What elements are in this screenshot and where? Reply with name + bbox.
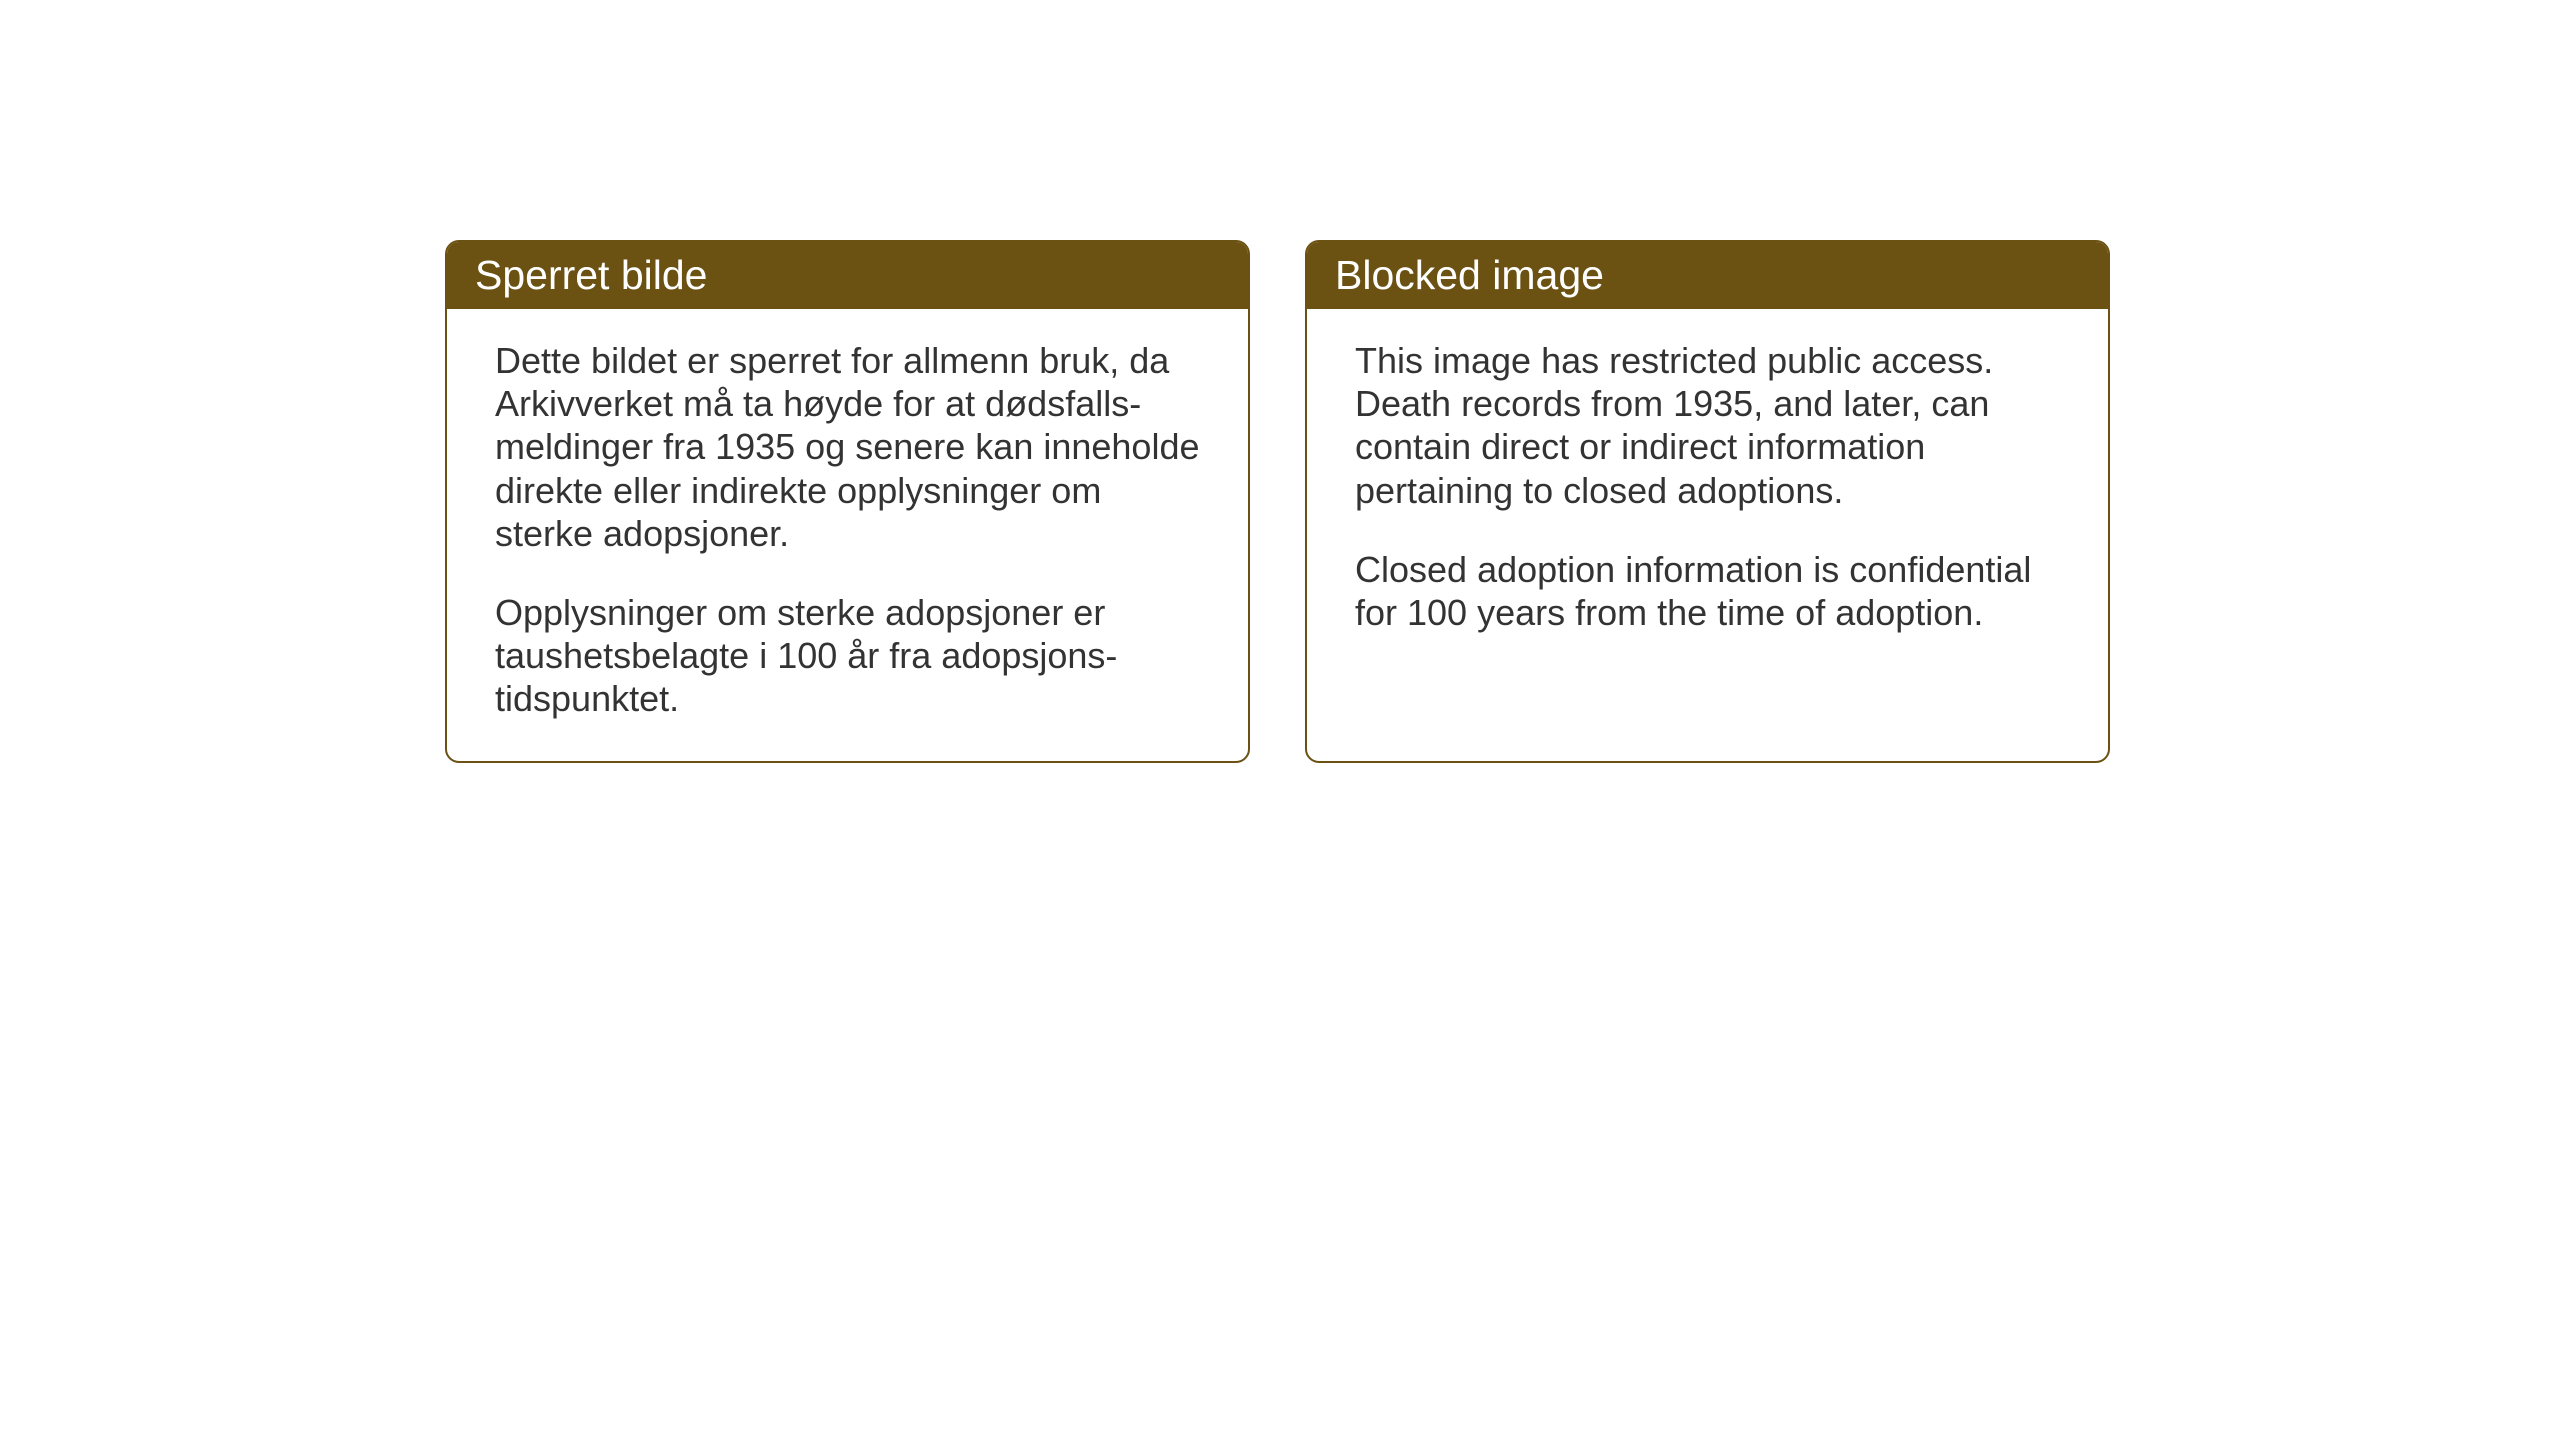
- norwegian-paragraph-2: Opplysninger om sterke adopsjoner er tau…: [495, 591, 1200, 721]
- english-card: Blocked image This image has restricted …: [1305, 240, 2110, 763]
- cards-container: Sperret bilde Dette bildet er sperret fo…: [445, 240, 2110, 763]
- norwegian-card-title: Sperret bilde: [475, 252, 707, 298]
- english-paragraph-1: This image has restricted public access.…: [1355, 339, 2060, 512]
- english-card-header: Blocked image: [1307, 242, 2108, 309]
- norwegian-paragraph-1: Dette bildet er sperret for allmenn bruk…: [495, 339, 1200, 555]
- norwegian-card: Sperret bilde Dette bildet er sperret fo…: [445, 240, 1250, 763]
- norwegian-card-body: Dette bildet er sperret for allmenn bruk…: [447, 309, 1248, 761]
- english-paragraph-2: Closed adoption information is confident…: [1355, 548, 2060, 634]
- norwegian-card-header: Sperret bilde: [447, 242, 1248, 309]
- english-card-body: This image has restricted public access.…: [1307, 309, 2108, 674]
- english-card-title: Blocked image: [1335, 252, 1604, 298]
